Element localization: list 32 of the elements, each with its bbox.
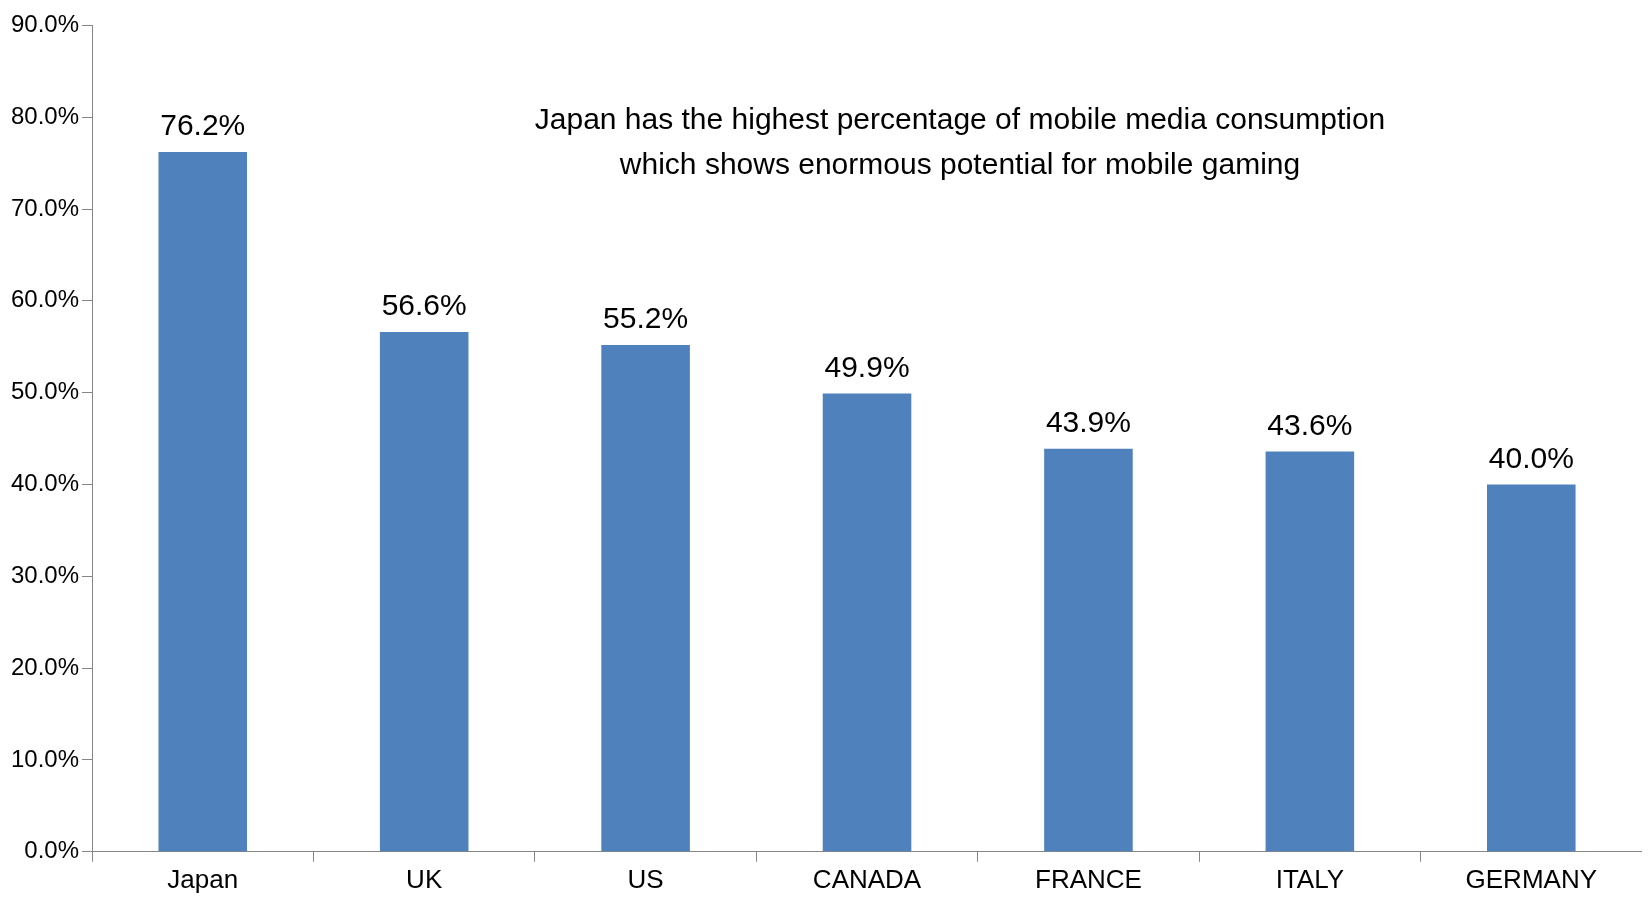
x-tick-label: CANADA xyxy=(812,863,922,894)
y-tick-label: 60.0% xyxy=(10,285,80,313)
data-label: 43.9% xyxy=(1045,404,1131,438)
y-tick-label: 0.0% xyxy=(24,836,80,864)
data-label: 55.2% xyxy=(603,301,689,335)
x-tick-label: ITALY xyxy=(1275,863,1345,894)
data-label: 76.2% xyxy=(160,108,246,142)
data-label: 49.9% xyxy=(824,349,910,383)
y-tick-label: 30.0% xyxy=(10,560,80,588)
data-label: 43.6% xyxy=(1267,407,1353,441)
x-tick-label: US xyxy=(627,863,664,894)
y-tick-label: 80.0% xyxy=(10,101,80,129)
data-label: 40.0% xyxy=(1488,440,1574,474)
y-tick-label: 90.0% xyxy=(10,10,80,38)
x-tick-label: UK xyxy=(406,863,443,894)
y-tick-label: 70.0% xyxy=(10,193,80,221)
y-tick-label: 10.0% xyxy=(10,744,80,772)
x-tick-label: GERMANY xyxy=(1465,863,1598,894)
y-tick-label: 40.0% xyxy=(10,469,80,497)
bar xyxy=(1487,484,1576,852)
data-label: 56.6% xyxy=(381,288,467,322)
bar xyxy=(1265,451,1355,852)
x-tick-label: FRANCE xyxy=(1034,863,1142,894)
y-tick-label: 20.0% xyxy=(10,652,80,680)
bar xyxy=(379,332,469,852)
y-tick-label: 50.0% xyxy=(10,377,80,405)
annotation: Japan has the highest percentage of mobile media consumption which shows enormous potential for mobile gaming xyxy=(534,101,1386,180)
x-tick-label: Japan xyxy=(167,863,239,894)
bar xyxy=(158,152,248,852)
bar xyxy=(822,393,912,852)
bar xyxy=(601,344,690,852)
bar xyxy=(1044,448,1133,852)
